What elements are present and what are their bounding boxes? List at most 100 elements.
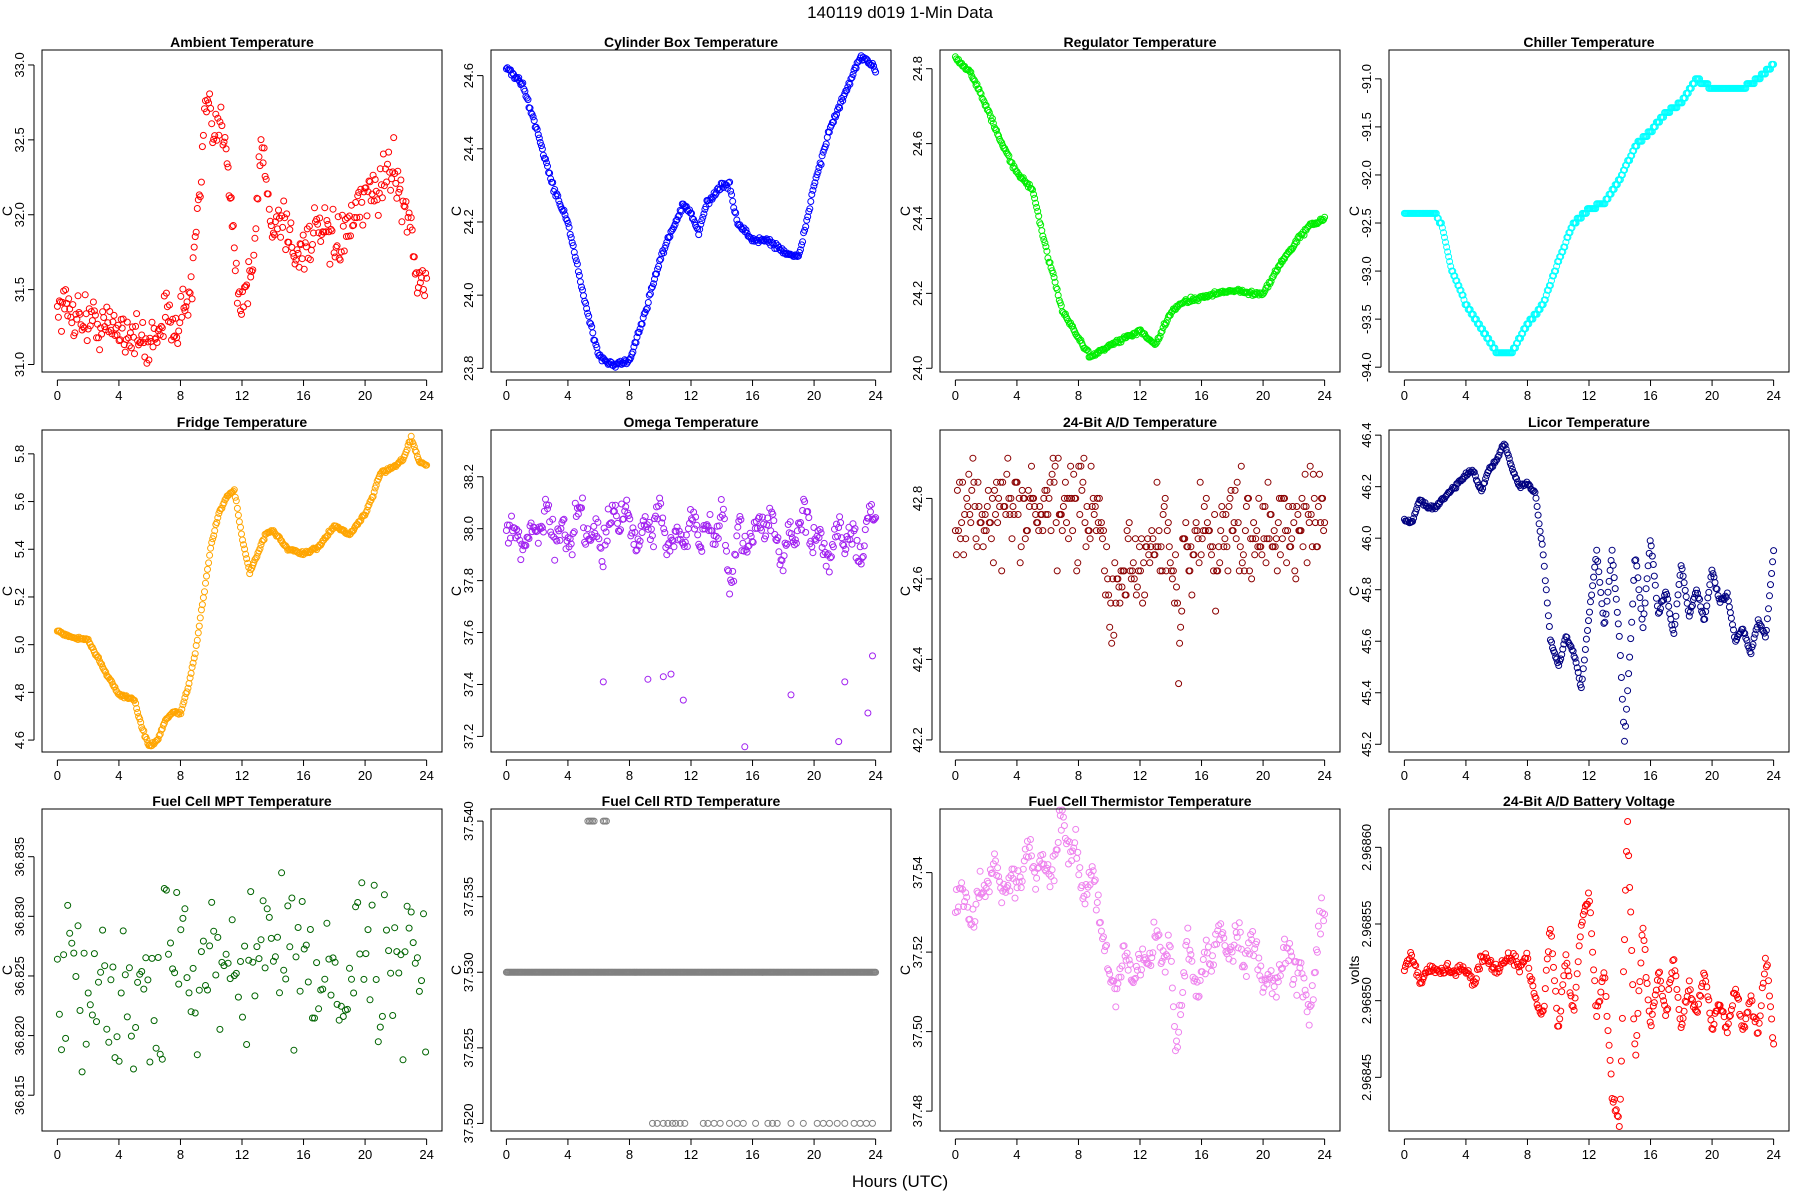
- data-point: [845, 79, 853, 87]
- data-point: [187, 273, 195, 281]
- data-point: [1608, 546, 1616, 554]
- x-tick-label: 4: [115, 388, 122, 403]
- data-point: [400, 202, 408, 210]
- x-tick-label: 20: [358, 388, 372, 403]
- data-point: [407, 214, 415, 222]
- data-point: [409, 939, 417, 947]
- y-axis: 37.2 37.4 37.6 37.8 38.0 38.2: [461, 464, 484, 749]
- data-point: [623, 496, 631, 504]
- data-point: [123, 318, 131, 326]
- data-point: [1760, 970, 1768, 978]
- data-point: [392, 179, 400, 187]
- data-point: [1172, 551, 1179, 559]
- data-point: [207, 104, 215, 112]
- y-tick-label: 2.96845: [1359, 1054, 1374, 1101]
- data-point: [372, 976, 380, 983]
- data-point: [816, 159, 824, 167]
- data-point: [825, 128, 833, 136]
- data-point: [551, 556, 559, 564]
- data-point: [1123, 527, 1131, 535]
- y-axis: -94.0 -93.5 -93.0 -92.5 -92.0 -91.5 -91.0: [1359, 64, 1382, 382]
- data-point: [179, 914, 187, 922]
- data-point: [132, 1024, 140, 1031]
- data-point: [719, 505, 727, 513]
- data-point: [404, 213, 412, 221]
- data-point: [1588, 591, 1596, 599]
- data-point: [822, 562, 830, 570]
- x-tick-label: 0: [54, 1147, 61, 1162]
- data-point: [825, 568, 833, 576]
- data-point: [822, 140, 830, 148]
- data-point: [1742, 1015, 1750, 1023]
- data-point: [393, 948, 401, 956]
- data-point: [286, 943, 294, 951]
- data-points: [951, 454, 1329, 688]
- data-point: [375, 189, 383, 197]
- data-point: [1542, 586, 1550, 594]
- plot-frame: [939, 49, 1341, 373]
- data-point: [1644, 996, 1652, 1004]
- data-point: [1241, 527, 1249, 535]
- data-point: [224, 163, 232, 171]
- data-point: [839, 97, 847, 105]
- x-tick-label: 24: [1317, 388, 1331, 403]
- data-point: [1094, 891, 1102, 899]
- data-point: [841, 550, 849, 558]
- outlier-point: [659, 673, 667, 681]
- data-point: [170, 333, 178, 341]
- data-point: [642, 306, 650, 314]
- data-point: [968, 486, 976, 494]
- data-point: [508, 512, 515, 520]
- data-point: [812, 174, 820, 182]
- x-tick-label: 24: [868, 388, 882, 403]
- data-point: [360, 188, 368, 196]
- data-point: [967, 519, 975, 527]
- data-point: [1175, 1028, 1183, 1036]
- data-point: [1535, 520, 1543, 528]
- data-point: [1171, 1023, 1178, 1030]
- data-point: [566, 230, 574, 238]
- data-point: [189, 254, 197, 262]
- data-point: [1186, 946, 1194, 954]
- data-point: [271, 218, 279, 226]
- x-tick-label: 4: [1013, 388, 1020, 403]
- data-point: [994, 519, 1002, 527]
- data-point: [73, 315, 81, 323]
- data-point: [167, 939, 174, 947]
- data-point: [87, 308, 95, 316]
- data-point: [347, 232, 354, 240]
- data-point: [278, 869, 286, 877]
- y-tick-label: 37.530: [461, 952, 476, 992]
- data-point: [647, 284, 655, 292]
- data-point: [294, 249, 302, 257]
- y-tick-label: 42.4: [910, 647, 925, 672]
- data-point: [265, 205, 273, 213]
- x-tick-label: 20: [358, 1147, 372, 1162]
- data-point: [363, 212, 371, 220]
- data-point: [1173, 1037, 1180, 1045]
- outlier-point: [833, 1119, 841, 1127]
- data-point: [833, 110, 840, 118]
- data-point: [1017, 884, 1025, 892]
- y-tick-label: 32.0: [12, 202, 27, 227]
- data-point: [1672, 612, 1680, 620]
- data-point: [1155, 527, 1163, 535]
- data-point: [1643, 980, 1651, 987]
- data-point: [179, 285, 187, 293]
- data-point: [178, 313, 186, 321]
- x-tick-label: 16: [296, 768, 310, 783]
- data-point: [1294, 511, 1302, 518]
- outlier-point: [739, 1119, 747, 1127]
- data-point: [756, 237, 764, 245]
- x-tick-label: 20: [1256, 1147, 1270, 1162]
- data-point: [1288, 246, 1296, 254]
- data-point: [1112, 1003, 1120, 1011]
- data-point: [1459, 291, 1467, 299]
- data-point: [1099, 535, 1106, 543]
- data-point: [1627, 635, 1635, 643]
- data-point: [1060, 822, 1068, 830]
- data-point: [1309, 470, 1317, 478]
- data-point: [251, 992, 259, 1000]
- y-tick-label: 45.4: [1359, 680, 1374, 705]
